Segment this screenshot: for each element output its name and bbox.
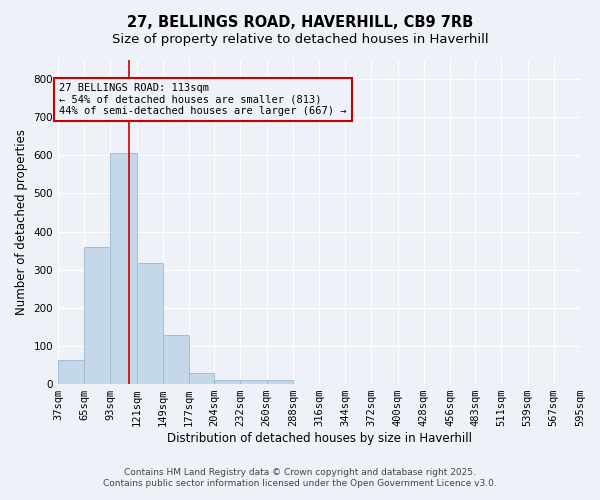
Text: 27, BELLINGS ROAD, HAVERHILL, CB9 7RB: 27, BELLINGS ROAD, HAVERHILL, CB9 7RB [127,15,473,30]
Bar [241,380,266,384]
Bar [266,380,293,384]
X-axis label: Distribution of detached houses by size in Haverhill: Distribution of detached houses by size … [167,432,472,445]
Bar [84,247,110,384]
Bar [137,263,163,384]
Bar [214,380,241,384]
Y-axis label: Number of detached properties: Number of detached properties [15,129,28,315]
Text: Contains HM Land Registry data © Crown copyright and database right 2025.
Contai: Contains HM Land Registry data © Crown c… [103,468,497,487]
Bar [110,152,137,384]
Text: 27 BELLINGS ROAD: 113sqm
← 54% of detached houses are smaller (813)
44% of semi-: 27 BELLINGS ROAD: 113sqm ← 54% of detach… [59,83,346,116]
Text: Size of property relative to detached houses in Haverhill: Size of property relative to detached ho… [112,32,488,46]
Bar [58,360,84,384]
Bar [163,334,189,384]
Bar [189,372,214,384]
